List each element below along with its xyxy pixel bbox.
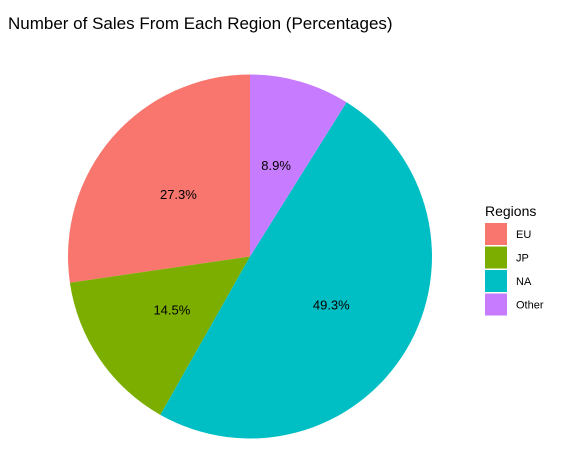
slice-label-eu: 27.3% <box>160 187 197 202</box>
slice-label-jp: 14.5% <box>153 302 190 317</box>
legend-swatch-na <box>485 270 507 292</box>
legend-swatch-eu <box>485 223 507 245</box>
legend-label-eu: EU <box>516 229 531 241</box>
pie-slice-eu <box>68 75 250 283</box>
slice-label-other: 8.9% <box>261 158 291 173</box>
pie-slices <box>68 75 432 439</box>
legend-label-na: NA <box>516 276 532 288</box>
legend-swatch-other <box>485 294 507 316</box>
chart-title: Number of Sales From Each Region (Percen… <box>8 14 393 33</box>
legend-label-other: Other <box>516 300 544 312</box>
slice-label-na: 49.3% <box>313 297 350 312</box>
legend-title: Regions <box>485 203 536 219</box>
legend-swatch-jp <box>485 247 507 269</box>
legend-items: EU JP NA Other <box>485 223 544 316</box>
legend-label-jp: JP <box>516 253 529 265</box>
legend: Regions EU JP NA Other <box>485 203 544 316</box>
